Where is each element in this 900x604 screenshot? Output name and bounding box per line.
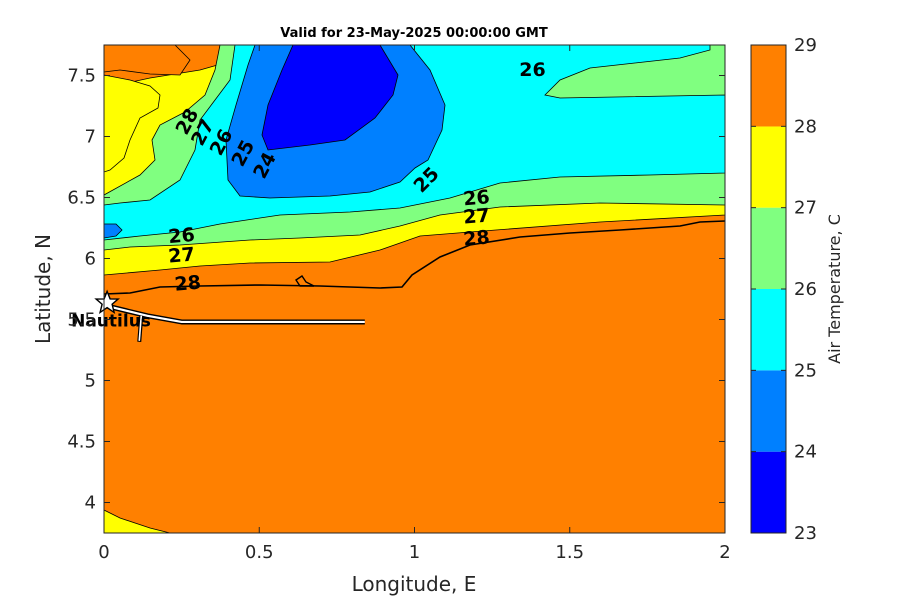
temperature-band-24-25-west bbox=[104, 223, 123, 239]
ship-track bbox=[106, 305, 365, 324]
colorbar: 23 24 25 26 27 28 29 bbox=[750, 35, 817, 544]
y-tick-label: 7 bbox=[85, 127, 96, 148]
colorbar-swatch bbox=[751, 207, 786, 289]
y-tick-label: 5.5 bbox=[67, 310, 96, 331]
contour-label: 26 bbox=[519, 59, 545, 81]
station-layer: Nautilus bbox=[71, 289, 151, 331]
contour-label: 27 bbox=[462, 204, 490, 228]
y-tick-label: 7.5 bbox=[67, 66, 96, 87]
colorbar-tick-label: 25 bbox=[794, 360, 817, 381]
colorbar-swatch bbox=[751, 126, 786, 208]
y-tick-label: 4.5 bbox=[67, 432, 96, 453]
temperature-band-23-24 bbox=[261, 45, 399, 151]
colorbar-tick-label: 23 bbox=[794, 523, 817, 544]
x-axis-label: Longitude, E bbox=[352, 572, 477, 596]
x-axis: 0 0.5 1 1.5 2 bbox=[98, 45, 731, 563]
plot-area bbox=[104, 45, 725, 533]
chart-title: Valid for 23-May-2025 00:00:00 GMT bbox=[280, 26, 548, 41]
colorbar-tick-label: 26 bbox=[794, 279, 817, 300]
coastline-inlet bbox=[295, 275, 315, 287]
x-tick-label: 0.5 bbox=[245, 542, 274, 563]
temperature-band-27-28-nw bbox=[104, 74, 161, 173]
colorbar-label: Air Temperature, C bbox=[825, 214, 844, 364]
colorbar-swatch bbox=[751, 45, 786, 127]
ship-track-layer bbox=[106, 303, 365, 342]
x-tick-label: 0 bbox=[98, 542, 109, 563]
y-tick-label: 5 bbox=[85, 371, 96, 392]
colorbar-tick-label: 24 bbox=[794, 442, 817, 463]
temperature-band-28-29-nw bbox=[104, 45, 191, 76]
colorbar-tick-label: 29 bbox=[794, 35, 817, 56]
y-axis: 4 4.5 5 5.5 6 6.5 7 7.5 bbox=[67, 66, 725, 514]
x-tick-label: 1.5 bbox=[555, 542, 584, 563]
temperature-band-27-28-south bbox=[104, 509, 171, 533]
contour-label: 28 bbox=[174, 272, 202, 296]
station-label: Nautilus bbox=[71, 311, 151, 331]
y-tick-label: 6 bbox=[85, 249, 96, 270]
x-tick-label: 2 bbox=[719, 542, 730, 563]
station-star-icon bbox=[94, 289, 120, 315]
contour-label: 27 bbox=[167, 243, 195, 267]
y-axis-label: Latitude, N bbox=[31, 234, 55, 344]
ship-track-spur bbox=[138, 315, 143, 341]
contour-label: 26 bbox=[462, 186, 490, 210]
contour-label: 26 bbox=[167, 224, 195, 248]
colorbar-swatch bbox=[751, 289, 786, 371]
colorbar-swatch bbox=[751, 451, 786, 533]
y-tick-label: 6.5 bbox=[67, 188, 96, 209]
colorbar-swatch bbox=[751, 370, 786, 452]
x-tick-label: 1 bbox=[409, 542, 420, 563]
contour-label: 28 bbox=[462, 226, 490, 250]
y-tick-label: 4 bbox=[85, 493, 96, 514]
colorbar-tick-label: 28 bbox=[794, 116, 817, 137]
colorbar-tick-label: 27 bbox=[794, 198, 817, 219]
coastline bbox=[104, 220, 725, 295]
